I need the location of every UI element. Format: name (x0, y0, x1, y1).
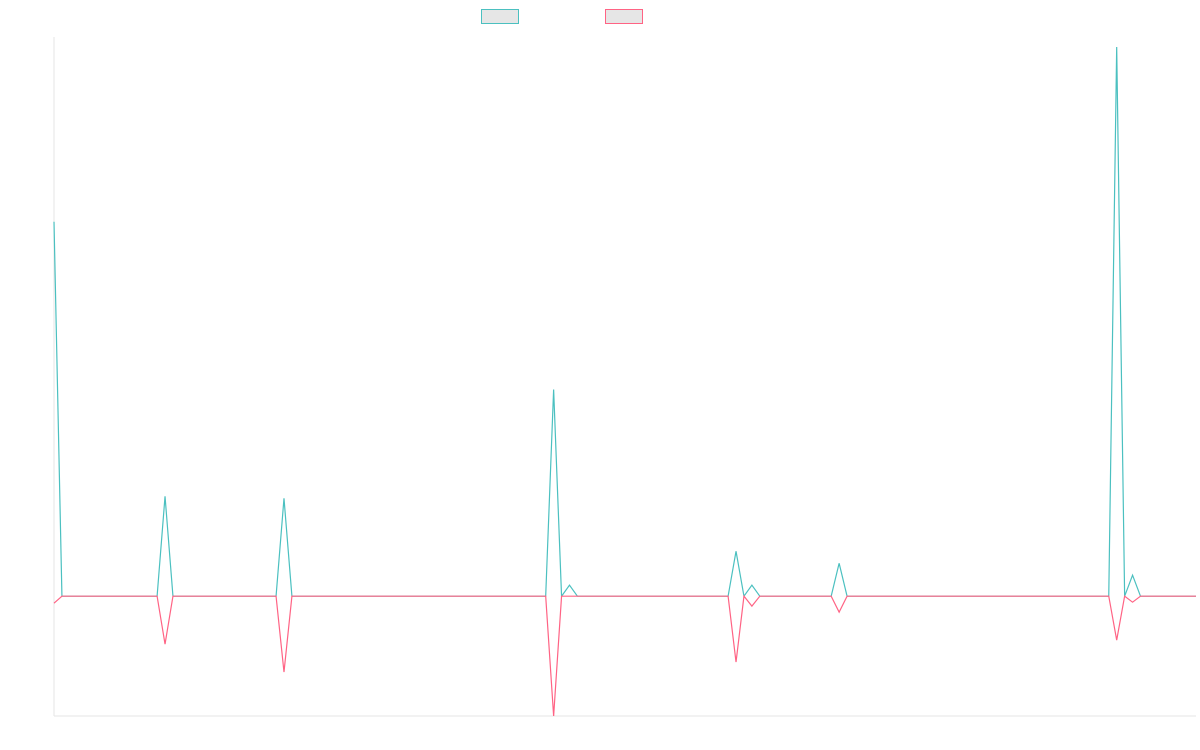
legend-swatch-series-1[interactable] (481, 9, 519, 24)
axes (53, 37, 1196, 717)
legend-swatch-series-2[interactable] (605, 9, 643, 24)
legend (0, 9, 1200, 27)
series-layer (53, 46, 1196, 717)
series-line-1[interactable] (53, 46, 1196, 598)
series-line-2[interactable] (53, 594, 1196, 717)
